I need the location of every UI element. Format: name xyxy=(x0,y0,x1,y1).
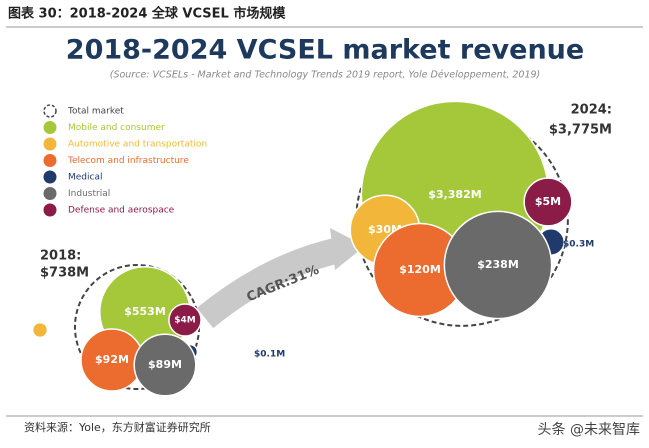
legend-label: Total market xyxy=(67,107,124,117)
value-label: $92M xyxy=(95,353,129,366)
watermark: 头条 @未来智库 xyxy=(538,421,640,438)
segment-bubble xyxy=(31,321,49,339)
legend-label: Automotive and transportation xyxy=(68,140,207,150)
legend-label: Industrial xyxy=(68,189,110,199)
segment-bubble xyxy=(443,210,553,320)
growth-arrow xyxy=(196,237,343,329)
value-label: $4M xyxy=(174,316,196,326)
value-label: $120M xyxy=(399,263,441,276)
legend-label: Medical xyxy=(68,173,102,183)
value-label: $553M xyxy=(124,305,166,318)
legend-swatch xyxy=(43,104,57,118)
segment-bubble xyxy=(168,303,202,337)
total-label: $738M xyxy=(40,266,89,281)
value-label: $5M xyxy=(535,195,561,208)
value-label: $238M xyxy=(477,258,519,271)
legend-swatch xyxy=(43,187,57,200)
legend-label: Defense and aerospace xyxy=(68,206,175,216)
value-label: $0.3M xyxy=(563,240,594,250)
year-label: 2024: xyxy=(571,103,612,118)
legend-label: Telecom and infrastructure xyxy=(67,156,189,166)
legend-label: Mobile and consumer xyxy=(68,123,165,133)
chart-title: 2018-2024 VCSEL market revenue xyxy=(66,35,584,66)
growth-arrow-head xyxy=(330,228,365,270)
segment-bubble xyxy=(523,177,573,227)
value-label: $0.1M xyxy=(254,350,285,360)
value-label: $89M xyxy=(148,358,182,371)
legend-swatch xyxy=(43,170,57,184)
value-label: $3,382M xyxy=(428,188,481,201)
source-note: 资料来源：Yole，东方财富证券研究所 xyxy=(24,420,211,434)
year-label: 2018: xyxy=(40,249,81,264)
figure-header: 图表 30：2018-2024 全球 VCSEL 市场规模 xyxy=(8,6,286,22)
legend-swatch xyxy=(43,154,57,167)
legend-swatch xyxy=(43,203,57,217)
legend-swatch xyxy=(43,137,57,151)
legend-swatch xyxy=(43,121,57,134)
chart-subtitle: (Source: VCSELs - Market and Technology … xyxy=(110,70,541,81)
segment-bubble xyxy=(133,333,197,397)
total-label: $3,775M xyxy=(549,123,612,138)
